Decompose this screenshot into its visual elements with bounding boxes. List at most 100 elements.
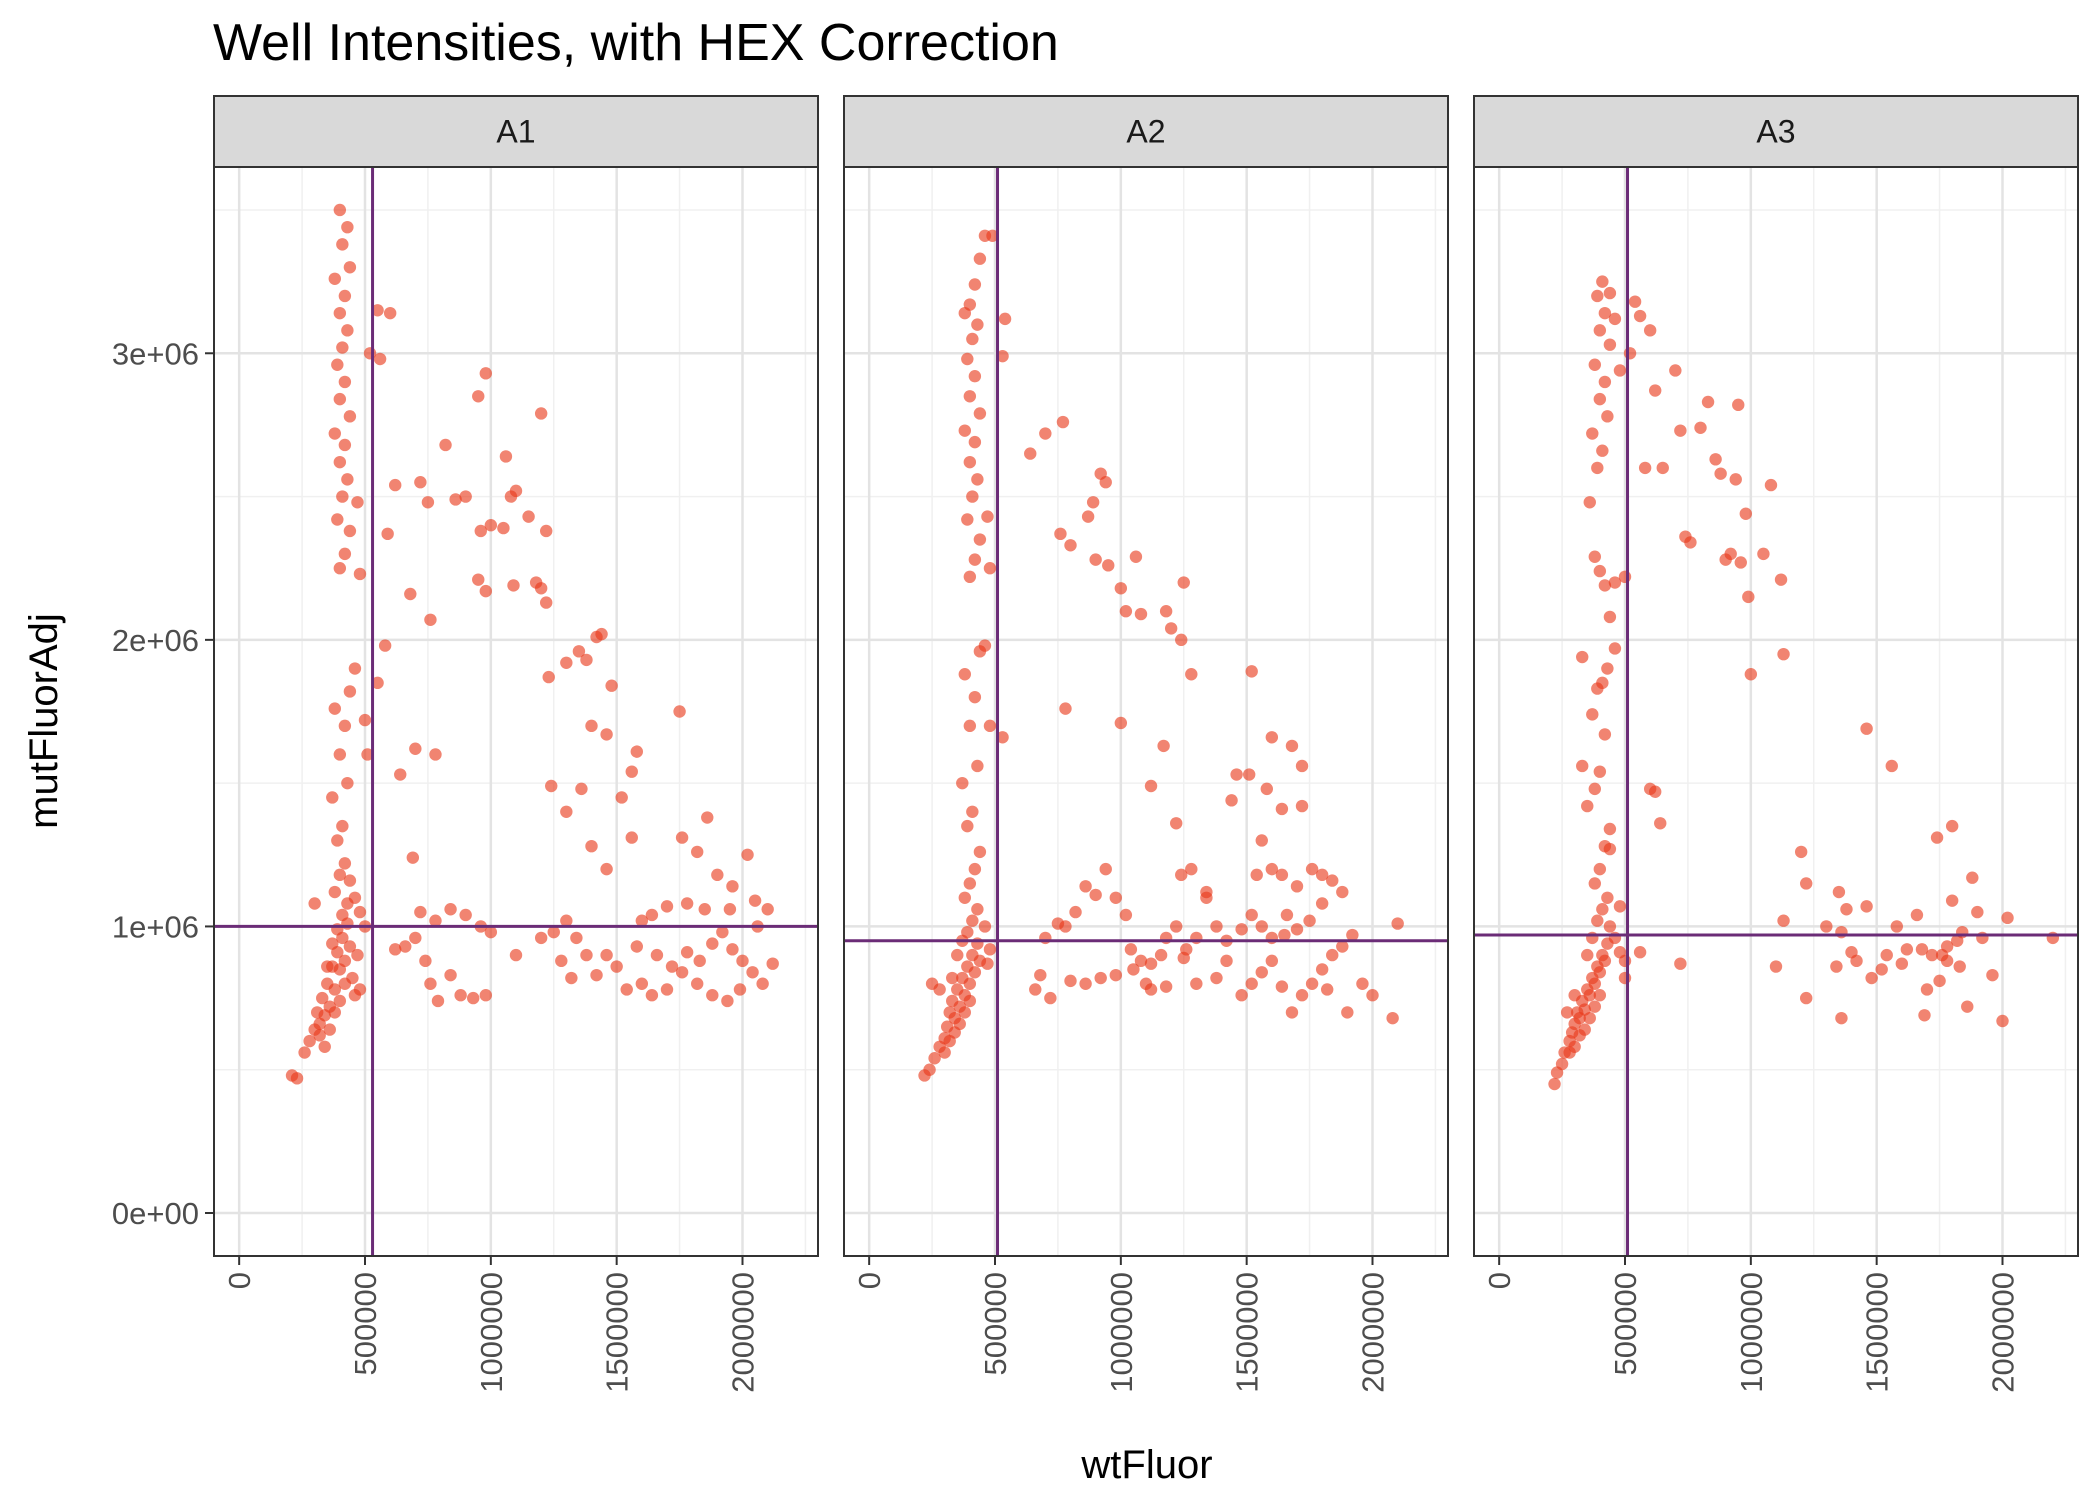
data-point [1109, 891, 1123, 904]
data-point [1255, 834, 1268, 847]
data-point [1734, 556, 1747, 569]
data-point [1656, 461, 1669, 475]
data-point [645, 908, 659, 922]
data-point [326, 791, 339, 804]
data-point [660, 983, 674, 996]
data-point [1285, 1006, 1299, 1019]
data-point [1581, 799, 1594, 813]
data-point [953, 1017, 966, 1031]
data-point [2001, 911, 2014, 925]
data-point [973, 407, 987, 420]
data-point [1341, 1006, 1354, 1019]
data-point [1769, 960, 1783, 973]
data-point [978, 920, 992, 933]
facet-panel-a3: A3 0 500000 1000000 1500000 2000000 [1473, 95, 2079, 1393]
chart-title: Well Intensities, with HEX Correction [213, 14, 1059, 72]
data-point [338, 954, 352, 968]
data-point [963, 977, 977, 990]
x-tick-label: 1500000 [1230, 1272, 1265, 1393]
x-tick-label: 1000000 [1734, 1272, 1769, 1393]
data-point [560, 914, 573, 927]
data-point [1593, 564, 1607, 578]
data-point [313, 1029, 326, 1042]
data-point [1154, 948, 1168, 962]
facet-strip-label: A2 [1126, 114, 1165, 150]
data-point [394, 768, 407, 781]
data-point [996, 349, 1009, 363]
data-point [968, 862, 982, 876]
data-point [1940, 954, 1954, 968]
data-point [1865, 971, 1878, 985]
data-point [605, 679, 618, 692]
data-point [1971, 905, 1984, 919]
data-point [1366, 989, 1379, 1002]
data-point [1059, 702, 1072, 715]
data-point [348, 662, 362, 675]
data-point [1777, 914, 1790, 927]
data-point [1069, 905, 1082, 919]
data-point [1220, 954, 1233, 968]
data-point [343, 874, 357, 887]
facet-panel-a1: A1 0 500000 1000000 1500000 2000000 0e+00 1e+06… [112, 95, 819, 1393]
data-point [1290, 880, 1304, 893]
data-point [706, 937, 719, 950]
plot-background [1474, 167, 2078, 1256]
plot-background [214, 167, 818, 1256]
facet-strip [213, 95, 819, 168]
data-point [534, 931, 548, 945]
data-point [958, 1006, 971, 1019]
data-point [459, 490, 472, 503]
data-point [409, 931, 422, 945]
data-point [958, 891, 971, 904]
data-point [303, 1034, 316, 1048]
data-point [484, 519, 498, 532]
x-tick-label: 500000 [978, 1272, 1013, 1375]
data-point [429, 914, 442, 927]
data-point [1315, 897, 1329, 910]
data-point [560, 656, 573, 669]
data-point [981, 510, 994, 523]
data-point [983, 562, 997, 575]
data-point [1119, 908, 1133, 922]
panel-border [1473, 166, 2079, 1257]
data-point [736, 954, 749, 968]
data-point [341, 473, 354, 486]
data-point [1593, 862, 1607, 876]
data-point [1613, 900, 1627, 913]
data-point [1064, 974, 1077, 988]
data-point [675, 831, 689, 844]
data-point [1709, 453, 1722, 466]
data-point [746, 966, 759, 979]
data-point [1235, 923, 1248, 936]
data-point [1628, 295, 1642, 308]
data-point [444, 903, 457, 916]
data-point [1613, 364, 1627, 377]
data-point [1588, 977, 1602, 990]
x-tick-label: 0 [1482, 1272, 1517, 1289]
data-point [645, 989, 659, 1002]
data-point [1835, 1011, 1848, 1025]
data-point [963, 390, 977, 403]
data-point [572, 645, 586, 658]
data-point [1729, 473, 1742, 486]
data-point [956, 776, 969, 790]
data-point [1820, 920, 1833, 933]
data-point [431, 994, 445, 1008]
data-point [1576, 759, 1589, 773]
data-point [1593, 324, 1607, 337]
data-point [966, 490, 979, 503]
data-point [973, 252, 987, 265]
data-point [399, 940, 412, 953]
data-point [1966, 871, 1979, 884]
data-point [1598, 954, 1612, 968]
data-point [1255, 966, 1268, 979]
data-point [338, 977, 352, 990]
facet-panel-a2: A2 0 500000 1000000 1500000 2000000 [843, 95, 1449, 1393]
data-point [716, 925, 729, 939]
data-point [328, 1006, 341, 1019]
data-point [1089, 888, 1102, 902]
data-point [741, 848, 754, 861]
data-point [358, 713, 372, 727]
data-point [343, 685, 357, 698]
data-point [1260, 782, 1274, 796]
